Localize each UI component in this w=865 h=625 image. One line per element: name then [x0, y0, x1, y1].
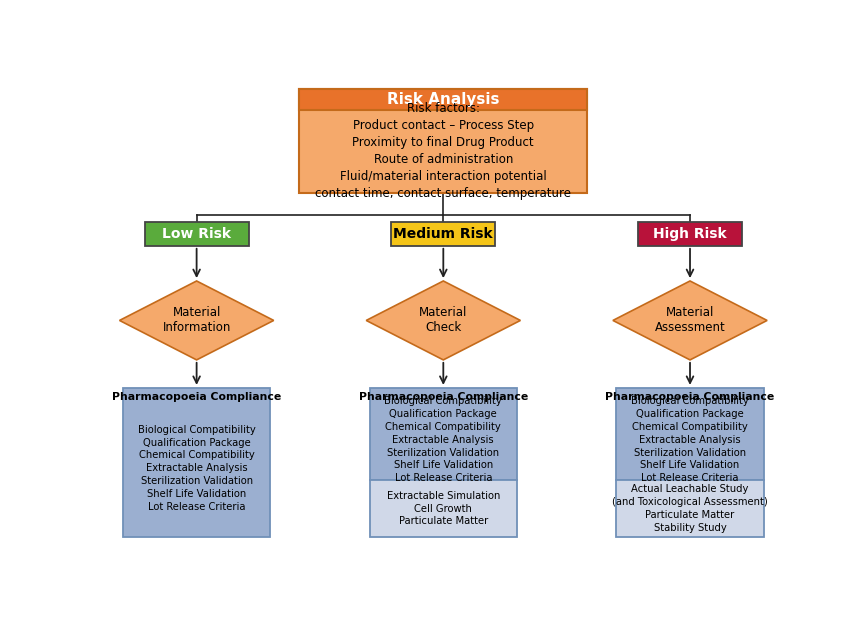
Text: Extractable Simulation
Cell Growth
Particulate Matter: Extractable Simulation Cell Growth Parti… [387, 491, 500, 526]
FancyBboxPatch shape [369, 480, 517, 537]
Polygon shape [366, 281, 521, 360]
Text: Material
Assessment: Material Assessment [655, 306, 726, 334]
Text: Actual Leachable Study
(and Toxicological Assessment)
Particulate Matter
Stabili: Actual Leachable Study (and Toxicologica… [612, 484, 768, 532]
FancyBboxPatch shape [369, 388, 517, 480]
FancyBboxPatch shape [299, 89, 587, 193]
Text: Biological Compatibility
Qualification Package
Chemical Compatibility
Extractabl: Biological Compatibility Qualification P… [138, 425, 255, 512]
Text: Biological Compatibility
Qualification Package
Chemical Compatibility
Extractabl: Biological Compatibility Qualification P… [384, 396, 503, 483]
FancyBboxPatch shape [616, 388, 764, 480]
Text: Material
Check: Material Check [420, 306, 467, 334]
Text: Medium Risk: Medium Risk [394, 227, 493, 241]
FancyBboxPatch shape [391, 222, 495, 246]
FancyBboxPatch shape [299, 89, 587, 109]
Text: Biological Compatibility
Qualification Package
Chemical Compatibility
Extractabl: Biological Compatibility Qualification P… [631, 396, 749, 483]
Text: Risk factors:
Product contact – Process Step
Proximity to final Drug Product
Rou: Risk factors: Product contact – Process … [316, 102, 571, 200]
FancyBboxPatch shape [638, 222, 741, 246]
Text: Pharmacopoeia Compliance: Pharmacopoeia Compliance [359, 392, 528, 402]
Text: Pharmacopoeia Compliance: Pharmacopoeia Compliance [606, 392, 775, 402]
FancyBboxPatch shape [616, 480, 764, 537]
FancyBboxPatch shape [123, 388, 271, 537]
Text: Material
Information: Material Information [163, 306, 231, 334]
FancyBboxPatch shape [145, 222, 249, 246]
Text: Low Risk: Low Risk [163, 227, 232, 241]
Text: High Risk: High Risk [653, 227, 727, 241]
Polygon shape [119, 281, 273, 360]
Polygon shape [613, 281, 767, 360]
Text: Pharmacopoeia Compliance: Pharmacopoeia Compliance [112, 392, 281, 402]
Text: Risk Analysis: Risk Analysis [387, 92, 500, 107]
